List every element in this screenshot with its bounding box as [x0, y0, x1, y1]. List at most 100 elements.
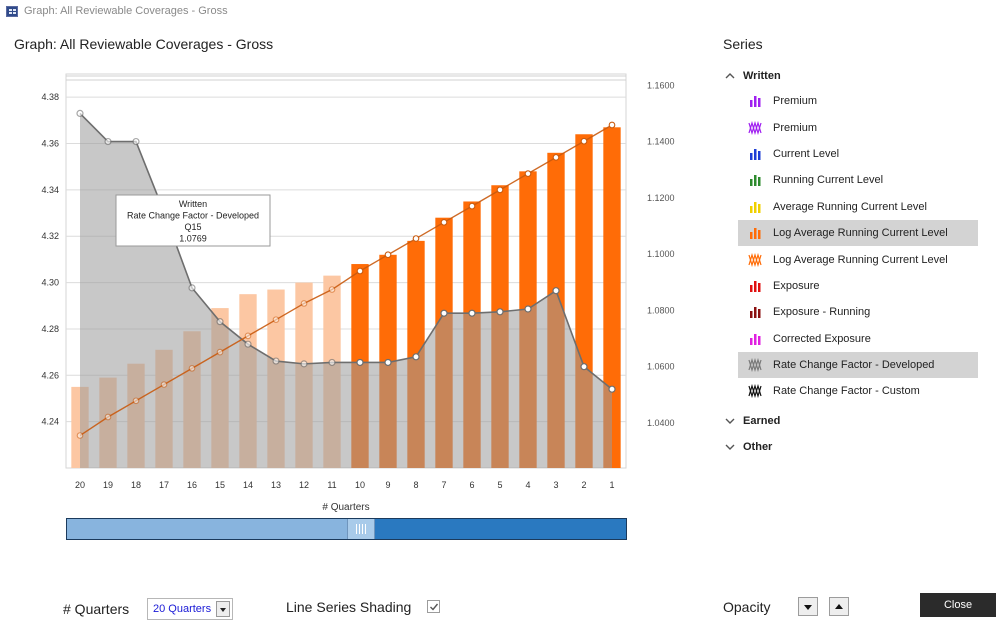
x-tick-label: 9	[385, 480, 390, 490]
chevron-down-icon	[725, 444, 735, 450]
thumb-grip-line	[356, 524, 357, 534]
series-item[interactable]: Log Average Running Current Level	[738, 246, 978, 272]
log-average-point	[552, 154, 560, 161]
log-average-point	[524, 170, 532, 178]
rate-change-point	[580, 363, 588, 371]
x-tick-label: 15	[215, 480, 225, 490]
left-tick-label: 4.30	[41, 278, 59, 288]
opacity-label: Opacity	[723, 599, 771, 615]
rate-change-point	[608, 385, 616, 393]
rate-change-point	[552, 287, 560, 295]
bar-icon	[750, 201, 761, 213]
rate-change-point	[132, 137, 140, 146]
left-tick-label: 4.38	[41, 92, 59, 102]
tooltip-box	[115, 194, 271, 247]
left-tick-label: 4.24	[41, 417, 59, 427]
tooltip-line: Rate Change Factor - Developed	[127, 211, 259, 221]
line-series-shading-checkbox[interactable]	[427, 600, 440, 613]
dropdown-arrow-icon[interactable]	[216, 601, 230, 617]
tooltip-line: Q15	[184, 222, 201, 232]
bar-icon	[750, 307, 761, 319]
log-average-point	[272, 316, 280, 324]
rate-change-point	[216, 318, 224, 326]
chart-range-scrollbar[interactable]	[66, 518, 627, 540]
x-tick-label: 11	[327, 480, 336, 490]
bar-icon	[750, 228, 761, 240]
left-tick-label: 4.34	[41, 185, 59, 195]
opacity-decrease-button[interactable]	[798, 597, 818, 616]
bar-icon	[750, 333, 761, 345]
series-item[interactable]: Rate Change Factor - Custom	[738, 378, 978, 404]
series-item[interactable]: Exposure - Running	[738, 299, 978, 325]
group-earned[interactable]: Earned	[723, 411, 983, 431]
series-item[interactable]: Log Average Running Current Level	[738, 219, 978, 247]
series-item[interactable]: Premium	[738, 114, 978, 140]
series-item[interactable]: Exposure	[738, 273, 978, 299]
series-item[interactable]: Rate Change Factor - Developed	[738, 351, 978, 379]
right-tick-label: 1.1200	[647, 193, 675, 203]
rate-change-point	[524, 305, 532, 313]
x-tick-label: 12	[299, 480, 309, 490]
x-tick-label: 3	[553, 480, 558, 490]
tooltip-line: Written	[179, 199, 207, 209]
group-label: Other	[743, 440, 773, 453]
series-item-label: Log Average Running Current Level	[773, 253, 948, 266]
app-grid-icon	[6, 5, 18, 17]
rate-change-point	[300, 360, 308, 368]
log-average-point	[580, 137, 588, 145]
right-tick-label: 1.0800	[647, 305, 675, 315]
x-tick-label: 17	[159, 480, 169, 490]
series-item-label: Exposure	[773, 279, 820, 292]
group-label: Written	[743, 70, 781, 82]
rate-change-point	[468, 309, 476, 317]
left-tick-label: 4.28	[41, 324, 59, 334]
right-tick-label: 1.1000	[647, 249, 675, 259]
series-item-label: Current Level	[773, 147, 840, 160]
rate-change-point	[440, 309, 448, 317]
log-average-point	[188, 364, 196, 372]
log-average-point	[412, 235, 420, 242]
log-average-point	[104, 413, 112, 421]
series-item[interactable]: Average Running Current Level	[738, 194, 978, 220]
chevron-down-icon	[725, 418, 735, 424]
line-icon	[748, 252, 762, 267]
x-tick-label: 10	[355, 480, 365, 490]
series-item[interactable]: Current Level	[738, 141, 978, 167]
series-item[interactable]: Premium	[738, 88, 978, 114]
scrollbar-track-left[interactable]	[67, 519, 347, 539]
scrollbar-thumb[interactable]	[347, 519, 375, 539]
close-button[interactable]: Close	[920, 593, 996, 617]
series-item-label: Rate Change Factor - Custom	[773, 385, 920, 398]
x-tick-label: 16	[187, 480, 197, 490]
rate-change-point	[328, 358, 336, 367]
log-average-point	[440, 218, 448, 226]
log-average-point	[132, 397, 140, 405]
opacity-increase-button[interactable]	[829, 597, 849, 616]
chevron-up-icon	[725, 73, 735, 79]
log-average-point	[300, 300, 308, 307]
quarters-dropdown[interactable]: 20 Quarters	[147, 598, 233, 620]
checkmark-icon	[430, 603, 439, 611]
series-item[interactable]: Corrected Exposure	[738, 326, 978, 352]
series-item-label: Log Average Running Current Level	[773, 227, 948, 240]
series-item-label: Rate Change Factor - Developed	[773, 359, 935, 372]
bottom-controls: # Quarters 20 Quarters Line Series Shadi…	[0, 590, 999, 630]
x-tick-label: 20	[75, 480, 85, 490]
log-average-line	[79, 124, 613, 437]
rate-change-point	[496, 308, 504, 316]
thumb-grip-line	[359, 524, 360, 534]
right-tick-label: 1.1400	[647, 137, 675, 147]
tooltip-line: 1.0769	[179, 234, 207, 244]
series-item-label: Corrected Exposure	[773, 332, 871, 345]
written-series-list: Premium Premium Current Level Running Curre…	[723, 88, 983, 405]
series-item[interactable]: Running Current Level	[738, 167, 978, 193]
series-item-label: Exposure - Running	[773, 306, 871, 319]
series-panel: Series Written Premium Premium Current Lev…	[723, 36, 983, 457]
group-label: Earned	[743, 414, 781, 427]
group-other[interactable]: Other	[723, 437, 983, 457]
group-written[interactable]: Written	[723, 66, 983, 86]
right-tick-label: 1.0600	[647, 362, 675, 372]
x-axis-label: # Quarters	[322, 502, 369, 513]
thumb-grip-line	[362, 524, 363, 534]
x-tick-label: 13	[271, 480, 281, 490]
